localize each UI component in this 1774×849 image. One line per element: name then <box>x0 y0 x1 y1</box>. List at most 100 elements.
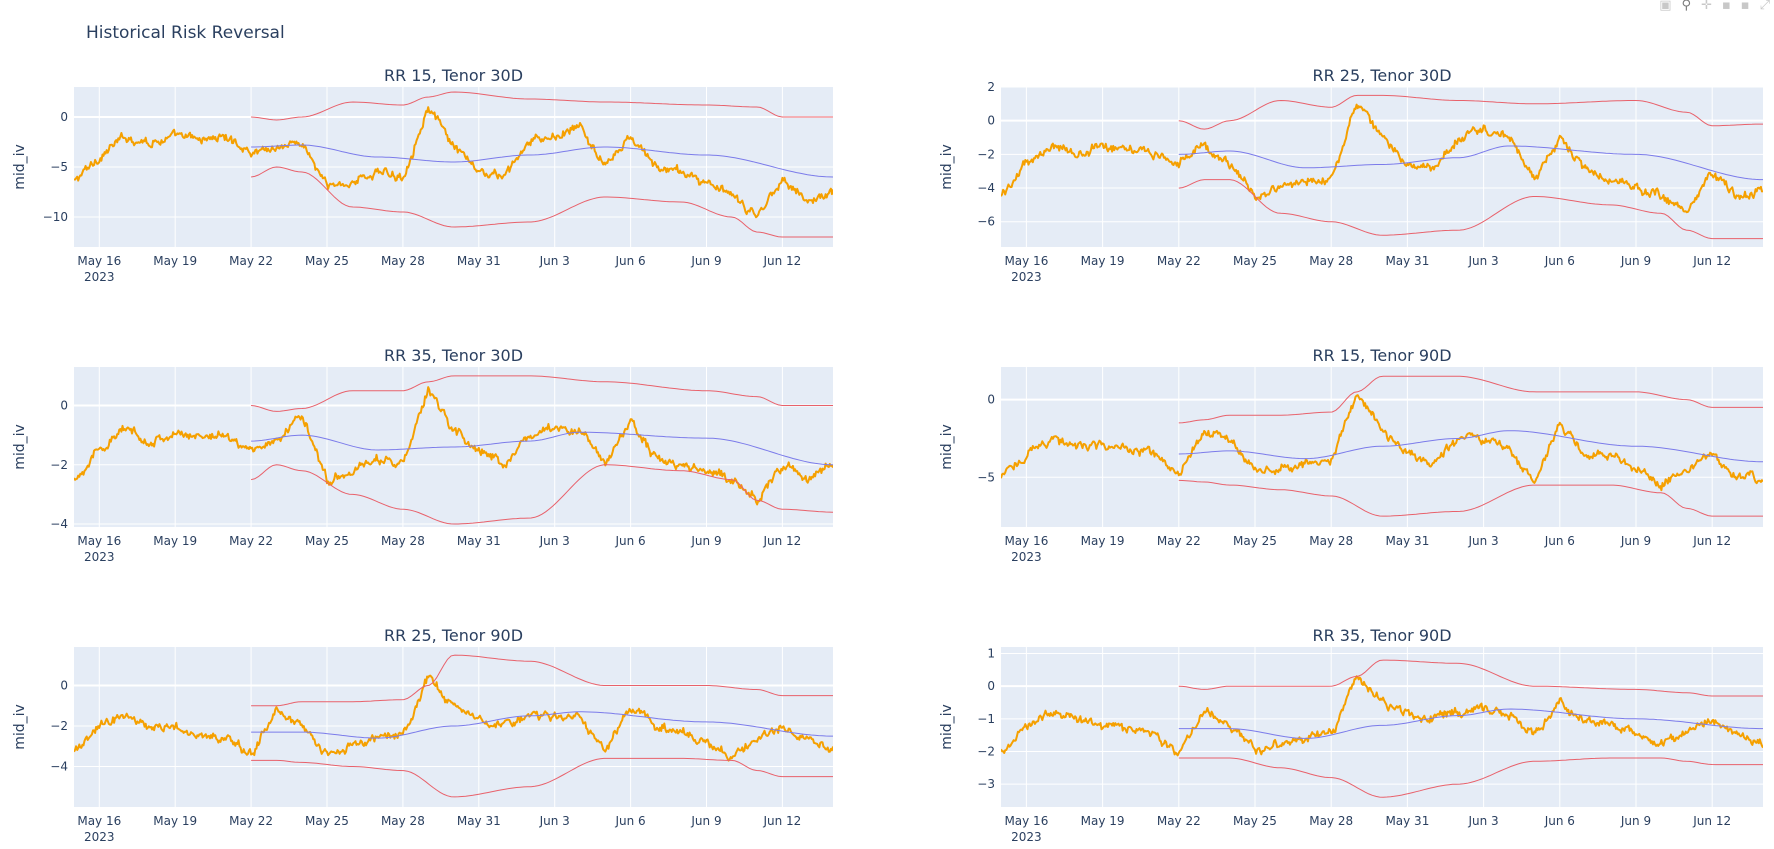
pan-icon[interactable]: ✛ <box>1701 0 1712 13</box>
subplot-6: May 16 2023 May 19 May 22 May 25 May 28 May 31… <box>939 626 1763 844</box>
y-tick-label: −2 <box>977 744 995 758</box>
series-line-upper-band <box>1178 94 1763 130</box>
x-tick-label: Jun 6 <box>1544 814 1575 828</box>
subplot-title: RR 15, Tenor 90D <box>1312 346 1451 365</box>
x-tick-label: May 31 <box>1385 814 1429 828</box>
x-tick-label: May 22 <box>1157 814 1201 828</box>
series-line-mean <box>1178 430 1763 463</box>
y-tick-label: −4 <box>50 517 68 531</box>
x-year-label: 2023 <box>1011 270 1042 284</box>
modebar: ▣ ⚲ ✛ ▪ ▪ ⤢ <box>1659 0 1770 12</box>
autoscale-icon[interactable]: ⤢ <box>1759 0 1770 13</box>
zoom-in-icon[interactable]: ▪ <box>1721 0 1731 13</box>
y-tick-label: −6 <box>977 215 995 229</box>
x-tick-label: May 22 <box>1157 534 1201 548</box>
x-tick-label: May 22 <box>1157 254 1201 268</box>
series-line-mid-iv <box>1001 103 1763 214</box>
figure-title: Historical Risk Reversal <box>86 23 285 43</box>
x-tick-label: Jun 6 <box>1544 534 1575 548</box>
x-tick-label: May 16 <box>77 814 121 828</box>
x-tick-label: May 25 <box>1233 534 1277 548</box>
x-tick-label: May 19 <box>1081 814 1125 828</box>
zoom-icon[interactable]: ⚲ <box>1681 0 1692 13</box>
y-axis-label: mid_iv <box>939 424 955 470</box>
x-tick-label: Jun 3 <box>1467 534 1498 548</box>
y-axis-label: mid_iv <box>12 704 28 750</box>
subplot-title: RR 15, Tenor 30D <box>384 66 523 85</box>
subplot-title: RR 35, Tenor 90D <box>1312 626 1451 645</box>
x-year-label: 2023 <box>1011 830 1042 844</box>
x-tick-label: Jun 3 <box>1467 254 1498 268</box>
x-tick-label: Jun 9 <box>1620 534 1651 548</box>
x-tick-label: Jun 9 <box>690 814 721 828</box>
y-tick-label: 0 <box>60 110 68 124</box>
x-tick-label: May 19 <box>153 534 197 548</box>
series-line-mean <box>1178 708 1763 739</box>
x-tick-label: May 25 <box>305 534 349 548</box>
x-tick-label: Jun 9 <box>690 254 721 268</box>
x-tick-label: May 22 <box>229 254 273 268</box>
y-axis-label: mid_iv <box>12 144 28 190</box>
y-tick-label: −1 <box>977 712 995 726</box>
series-line-lower-band <box>1178 757 1763 798</box>
subplot-title: RR 35, Tenor 30D <box>384 346 523 365</box>
y-tick-label: −2 <box>977 147 995 161</box>
plot-area <box>1001 647 1763 807</box>
subplot-1: May 16 2023 May 19 May 22 May 25 May 28 May 31… <box>12 66 833 284</box>
subplot-5: May 16 2023 May 19 May 22 May 25 May 28 May 31… <box>12 626 833 844</box>
x-tick-label: May 31 <box>1385 254 1429 268</box>
x-tick-label: Jun 6 <box>614 534 645 548</box>
x-tick-label: May 31 <box>457 814 501 828</box>
x-year-label: 2023 <box>84 830 115 844</box>
x-tick-label: May 25 <box>305 814 349 828</box>
y-tick-label: 0 <box>60 399 68 413</box>
x-tick-label: Jun 9 <box>690 534 721 548</box>
subplot-4: May 16 2023 May 19 May 22 May 25 May 28 May 31… <box>939 346 1763 564</box>
x-tick-label: Jun 6 <box>614 814 645 828</box>
plot-area <box>74 647 833 807</box>
x-tick-label: May 16 <box>77 534 121 548</box>
y-axis-label: mid_iv <box>12 424 28 470</box>
x-tick-label: May 19 <box>1081 254 1125 268</box>
series-line-mean <box>251 711 833 739</box>
camera-icon[interactable]: ▣ <box>1659 0 1672 13</box>
y-tick-label: −4 <box>977 181 995 195</box>
subplot-3: May 16 2023 May 19 May 22 May 25 May 28 May 31… <box>12 346 833 564</box>
series-line-mid-iv <box>74 674 833 762</box>
series-line-lower-band <box>1178 179 1763 240</box>
series-line-lower-band <box>251 166 833 238</box>
y-tick-label: 2 <box>987 80 995 94</box>
x-tick-label: Jun 3 <box>539 814 570 828</box>
x-tick-label: May 16 <box>77 254 121 268</box>
x-tick-label: Jun 3 <box>1467 814 1498 828</box>
x-tick-label: May 28 <box>381 814 425 828</box>
y-tick-label: −10 <box>43 210 68 224</box>
x-tick-label: Jun 12 <box>1692 534 1731 548</box>
subplot-title: RR 25, Tenor 30D <box>1312 66 1451 85</box>
x-tick-label: Jun 9 <box>1620 254 1651 268</box>
x-tick-label: May 22 <box>229 814 273 828</box>
zoom-out-icon[interactable]: ▪ <box>1740 0 1750 13</box>
x-tick-label: Jun 6 <box>1544 254 1575 268</box>
y-tick-label: −2 <box>50 719 68 733</box>
series-line-upper-band <box>1178 659 1763 697</box>
series-line-lower-band <box>250 464 833 525</box>
y-tick-label: −5 <box>977 470 995 484</box>
series-line-mid-iv <box>74 106 833 219</box>
y-tick-label: 0 <box>987 393 995 407</box>
x-tick-label: May 16 <box>1004 814 1048 828</box>
x-year-label: 2023 <box>84 270 115 284</box>
series-line-mean <box>1178 145 1763 181</box>
x-tick-label: Jun 3 <box>539 534 570 548</box>
x-tick-label: Jun 3 <box>539 254 570 268</box>
x-year-label: 2023 <box>84 550 115 564</box>
y-axis-label: mid_iv <box>939 704 955 750</box>
x-tick-label: May 28 <box>381 254 425 268</box>
x-tick-label: May 28 <box>1309 534 1353 548</box>
x-tick-label: May 19 <box>153 254 197 268</box>
y-tick-label: 1 <box>987 647 995 661</box>
y-tick-label: −5 <box>50 160 68 174</box>
x-tick-label: May 19 <box>153 814 197 828</box>
x-tick-label: Jun 12 <box>762 254 801 268</box>
